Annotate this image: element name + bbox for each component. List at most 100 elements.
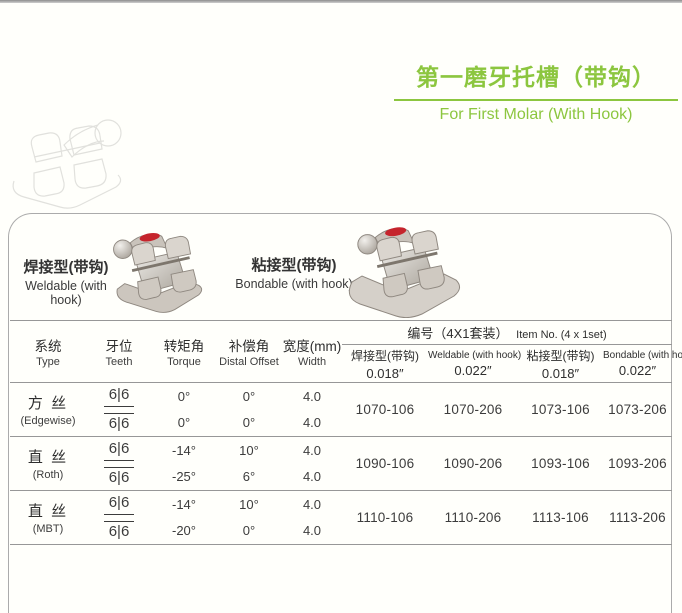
type-cn: 直 丝 (27, 503, 69, 520)
col-header-offset-en: Distal Offset (219, 356, 279, 368)
col-header-width-cn: 宽度(mm) (282, 339, 342, 354)
teeth-cell: 6|6 (86, 437, 152, 464)
subcol-size: 0.018″ (366, 365, 404, 381)
item-group-header-cn: 编号（4X1套装） (407, 326, 509, 341)
item-number: 1110-106 (342, 490, 428, 545)
offset-value: 0° (216, 517, 282, 545)
item-number: 1070-206 (428, 382, 518, 437)
col-header-weldable-022: Weldable (with hook) 0.022″ (428, 344, 522, 383)
subcol-size: 0.022″ (454, 362, 492, 378)
offset-value: 0° (242, 388, 256, 404)
col-header-width: 宽度(mm) Width (282, 320, 342, 383)
page-title: 第一磨牙托槽（带钩） (394, 58, 678, 101)
item-number: 1090-206 (428, 436, 518, 491)
torque-value: -25° (152, 463, 216, 491)
width-value: 4.0 (282, 409, 342, 437)
table-subheader-row: 焊接型(带钩) 0.018″ Weldable (with hook) 0.02… (10, 344, 682, 383)
torque-value: 0° (152, 409, 216, 437)
teeth-cell: 6|6 (86, 463, 152, 491)
table-row: 方 丝 (Edgewise) 6|6 0° 0° 4.0 1070-106 10… (10, 382, 672, 437)
table-row: 直 丝 (Roth) 6|6 -14° 10° 4.0 1090-106 109… (10, 436, 672, 491)
col-header-torque-cn: 转矩角 (163, 339, 205, 354)
col-header-bondable-018: 粘接型(带钩) 0.018″ (518, 344, 603, 383)
weldable-bracket-image (112, 230, 203, 313)
spec-table: 系统 Type 牙位 Teeth 转矩角 Torque 补偿角 Distal O… (10, 320, 682, 545)
width-value: 4.0 (302, 496, 322, 512)
table-header-row: 系统 Type 牙位 Teeth 转矩角 Torque 补偿角 Distal O… (10, 320, 672, 383)
col-header-weldable-018: 焊接型(带钩) 0.018″ (342, 344, 428, 383)
col-header-teeth-en: Teeth (105, 356, 133, 368)
table-row: 6|6 -20° 0° 4.0 (10, 517, 672, 545)
offset-value: 10° (239, 496, 259, 512)
teeth-lower: 6|6 (103, 520, 135, 541)
item-number: 1113-106 (518, 490, 603, 545)
subcol-label: Bondable (with hook) (603, 349, 682, 361)
item-number-group-header: 编号（4X1套装） Item No. (4 x 1set) (342, 320, 672, 345)
watermark-bracket-sketch (12, 119, 122, 209)
bondable-label-en: Bondable (with hook) (235, 277, 353, 291)
col-header-teeth-cn: 牙位 (105, 339, 133, 354)
teeth-cell: 6|6 (86, 517, 152, 545)
type-en: (Edgewise) (20, 415, 76, 427)
subcol-size: 0.022″ (618, 362, 657, 378)
subcol-label: Weldable (with hook) (428, 349, 522, 361)
item-number: 1093-106 (518, 436, 603, 491)
item-number: 1093-206 (603, 436, 672, 491)
torque-value: -14° (172, 442, 196, 458)
page-top-edge (0, 0, 682, 3)
item-number: 1090-106 (342, 436, 428, 491)
teeth-lower: 6|6 (103, 412, 135, 433)
width-value: 4.0 (282, 463, 342, 491)
col-header-bondable-022: Bondable (with hook) 0.022″ (603, 344, 682, 383)
col-header-type: 系统 Type (10, 320, 86, 383)
teeth-cell: 6|6 (86, 383, 152, 410)
col-header-torque: 转矩角 Torque (152, 320, 216, 383)
teeth-upper: 6|6 (103, 386, 135, 407)
teeth-upper: 6|6 (103, 494, 135, 515)
item-group-header-en: Item No. (4 x 1set) (516, 329, 607, 341)
weldable-label-cn: 焊接型(带钩) (23, 259, 109, 276)
bondable-label-cn: 粘接型(带钩) (251, 257, 337, 274)
item-number: 1110-206 (428, 490, 518, 545)
table-row: 直 丝 (MBT) 6|6 -14° 10° 4.0 1110-106 1110… (10, 490, 672, 545)
width-value: 4.0 (302, 442, 322, 458)
subcol-label: 焊接型(带钩) (351, 348, 419, 363)
col-header-teeth: 牙位 Teeth (86, 320, 152, 383)
page-title-block: 第一磨牙托槽（带钩） For First Molar (With Hook) (394, 58, 678, 124)
weldable-label: 焊接型(带钩) Weldable (with hook) (10, 256, 122, 307)
col-header-width-en: Width (297, 356, 327, 368)
teeth-cell: 6|6 (86, 491, 152, 518)
bondable-label: 粘接型(带钩) Bondable (with hook) (233, 254, 355, 291)
col-header-offset-cn: 补偿角 (228, 339, 270, 354)
item-number: 1073-106 (518, 382, 603, 437)
type-en: (MBT) (32, 523, 64, 535)
weldable-label-en: Weldable (with hook) (25, 279, 107, 307)
offset-value: 0° (216, 409, 282, 437)
teeth-cell: 6|6 (86, 409, 152, 437)
col-header-type-cn: 系统 (34, 339, 62, 354)
teeth-lower: 6|6 (103, 466, 135, 487)
type-en: (Roth) (32, 469, 64, 481)
type-cell-edgewise: 方 丝 (Edgewise) (10, 382, 86, 437)
item-number: 1113-206 (603, 490, 672, 545)
type-cn: 直 丝 (27, 449, 69, 466)
torque-value: 0° (177, 388, 191, 404)
type-cell-mbt: 直 丝 (MBT) (10, 490, 86, 545)
subcol-size: 0.018″ (541, 365, 580, 381)
offset-value: 10° (239, 442, 259, 458)
page-subtitle: For First Molar (With Hook) (439, 106, 633, 123)
table-row: 6|6 -25° 6° 4.0 (10, 463, 672, 491)
bondable-bracket-image (348, 224, 460, 318)
item-number: 1073-206 (603, 382, 672, 437)
col-header-type-en: Type (36, 356, 60, 368)
type-cell-roth: 直 丝 (Roth) (10, 436, 86, 491)
width-value: 4.0 (302, 388, 322, 404)
offset-value: 6° (216, 463, 282, 491)
torque-value: -14° (172, 496, 196, 512)
col-header-torque-en: Torque (167, 356, 201, 368)
width-value: 4.0 (282, 517, 342, 545)
teeth-upper: 6|6 (103, 440, 135, 461)
item-number: 1070-106 (342, 382, 428, 437)
subcol-label: 粘接型(带钩) (526, 348, 595, 363)
